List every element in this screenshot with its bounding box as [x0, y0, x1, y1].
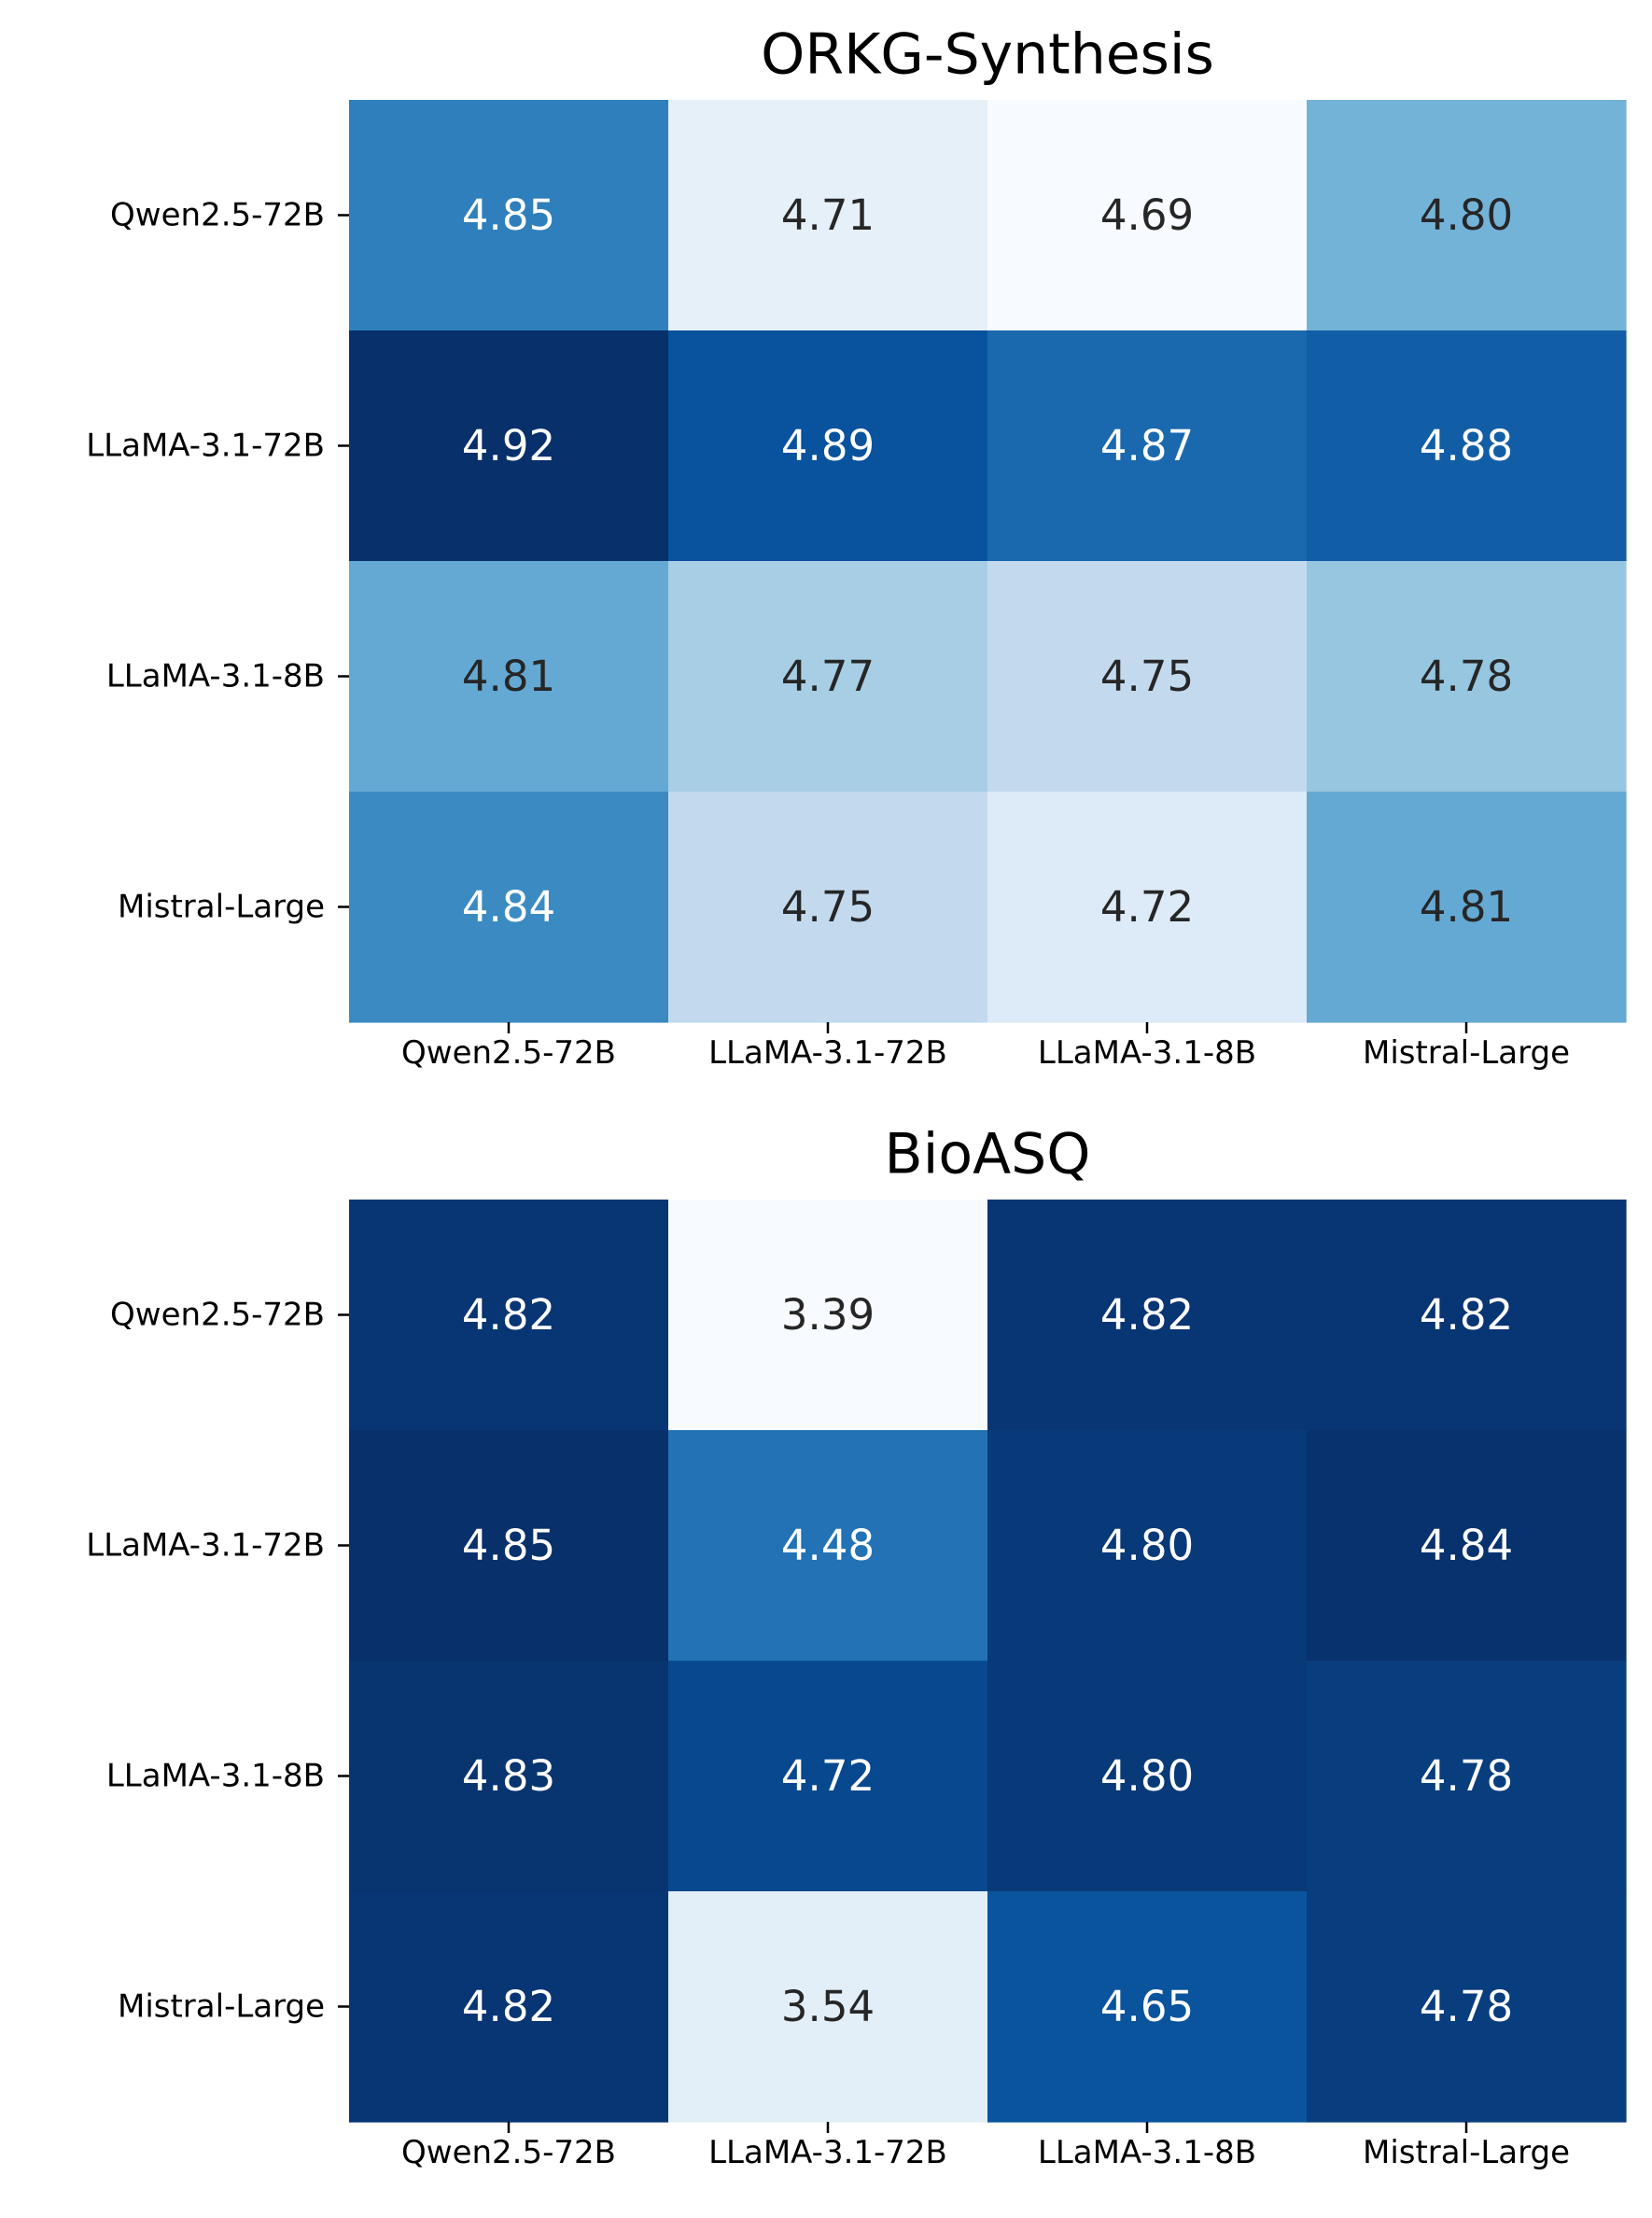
y-tick-label: LLaMA-3.1-8B	[106, 1758, 325, 1795]
heatmap-cell	[1307, 330, 1627, 562]
y-tick-label: Mistral-Large	[118, 889, 325, 926]
heatmap-cell	[987, 330, 1308, 562]
x-tick-label: LLaMA-3.1-72B	[708, 2134, 947, 2171]
y-tick-label: LLaMA-3.1-72B	[86, 1527, 325, 1565]
x-tick-label: Qwen2.5-72B	[401, 1034, 616, 1072]
cell-value-label: 4.72	[781, 1751, 875, 1801]
cell-value-label: 4.78	[1420, 652, 1513, 701]
heatmap-cell	[349, 1891, 669, 2123]
heatmap-cell	[1307, 1200, 1627, 1431]
cell-value-label: 4.82	[462, 1290, 555, 1340]
cell-value-label: 4.87	[1100, 421, 1194, 470]
heatmap-cell	[668, 792, 988, 1023]
heatmap-cell	[668, 1661, 988, 1892]
x-tick-label: LLaMA-3.1-8B	[1038, 1034, 1256, 1072]
cell-value-label: 4.82	[462, 1982, 555, 2031]
heatmap-cell	[668, 100, 988, 331]
cell-value-label: 4.92	[462, 421, 555, 470]
heatmap-cell	[349, 1200, 669, 1431]
heatmap-cell	[987, 1661, 1308, 1892]
cell-value-label: 4.48	[781, 1521, 875, 1570]
y-tick-label: Qwen2.5-72B	[110, 197, 325, 234]
cell-value-label: 3.54	[781, 1982, 875, 2031]
heatmap-cell	[668, 330, 988, 562]
heatmap-cell	[349, 792, 669, 1023]
heatmap-cell	[668, 1430, 988, 1662]
heatmap-cell	[987, 1430, 1308, 1662]
heatmap-cell	[987, 1891, 1308, 2123]
heatmap-cell	[1307, 100, 1627, 331]
heatmap-cell	[1307, 792, 1627, 1023]
cell-value-label: 4.82	[1420, 1290, 1513, 1340]
heatmap-cell	[668, 561, 988, 793]
x-tick-label: LLaMA-3.1-72B	[708, 1034, 947, 1072]
cell-value-label: 4.65	[1100, 1982, 1194, 2031]
y-tick-label: Qwen2.5-72B	[110, 1297, 325, 1334]
heatmap-panel: BioASQ 4.82 3.39 4.82 4.82 4.85 4.48 4.80 4.84 4.…	[86, 1122, 1627, 2171]
cell-value-label: 4.81	[1420, 882, 1513, 932]
y-tick-label: Mistral-Large	[118, 1988, 325, 2026]
cell-value-label: 4.81	[462, 652, 555, 701]
heatmap-cell	[1307, 1661, 1627, 1892]
cell-value-label: 4.80	[1100, 1521, 1194, 1570]
y-tick-label: LLaMA-3.1-8B	[106, 658, 325, 695]
heatmap-cell	[987, 561, 1308, 793]
cell-value-label: 4.88	[1420, 421, 1513, 470]
heatmap-cell	[987, 792, 1308, 1023]
cell-value-label: 4.85	[462, 1521, 555, 1570]
cell-value-label: 3.39	[781, 1290, 875, 1340]
cell-value-label: 4.72	[1100, 882, 1194, 932]
heatmap-cell	[668, 1200, 988, 1431]
heatmap-cell	[1307, 1430, 1627, 1662]
cell-value-label: 4.83	[462, 1751, 555, 1801]
cell-value-label: 4.84	[1420, 1521, 1513, 1570]
x-tick-label: Mistral-Large	[1363, 1034, 1570, 1072]
cell-value-label: 4.80	[1420, 190, 1513, 240]
cell-value-label: 4.82	[1100, 1290, 1194, 1340]
heatmap-cell	[1307, 1891, 1627, 2123]
cell-value-label: 4.84	[462, 882, 555, 932]
heatmap-cell	[668, 1891, 988, 2123]
cell-value-label: 4.69	[1100, 190, 1194, 240]
cell-value-label: 4.85	[462, 190, 555, 240]
heatmap-cell	[987, 100, 1308, 331]
heatmap-cell	[349, 1430, 669, 1662]
heatmap-panel: ORKG-Synthesis 4.85 4.71 4.69 4.80 4.92 4.89 4.…	[86, 22, 1627, 1072]
chart-title: BioASQ	[885, 1122, 1091, 1187]
cell-value-label: 4.89	[781, 421, 875, 470]
y-tick-label: LLaMA-3.1-72B	[86, 428, 325, 465]
cell-value-label: 4.75	[1100, 652, 1194, 701]
cell-value-label: 4.75	[781, 882, 875, 932]
heatmap-cell	[987, 1200, 1308, 1431]
x-tick-label: Mistral-Large	[1363, 2134, 1570, 2171]
heatmap-cell	[1307, 561, 1627, 793]
chart-title: ORKG-Synthesis	[761, 22, 1214, 88]
x-tick-label: Qwen2.5-72B	[401, 2134, 616, 2171]
cell-value-label: 4.71	[781, 190, 875, 240]
cell-value-label: 4.78	[1420, 1982, 1513, 2031]
heatmap-cell	[349, 1661, 669, 1892]
x-tick-label: LLaMA-3.1-8B	[1038, 2134, 1256, 2171]
cell-value-label: 4.78	[1420, 1751, 1513, 1801]
cell-value-label: 4.77	[781, 652, 875, 701]
heatmap-cell	[349, 561, 669, 793]
heatmap-cell	[349, 330, 669, 562]
cell-value-label: 4.80	[1100, 1751, 1194, 1801]
heatmap-cell	[349, 100, 669, 331]
